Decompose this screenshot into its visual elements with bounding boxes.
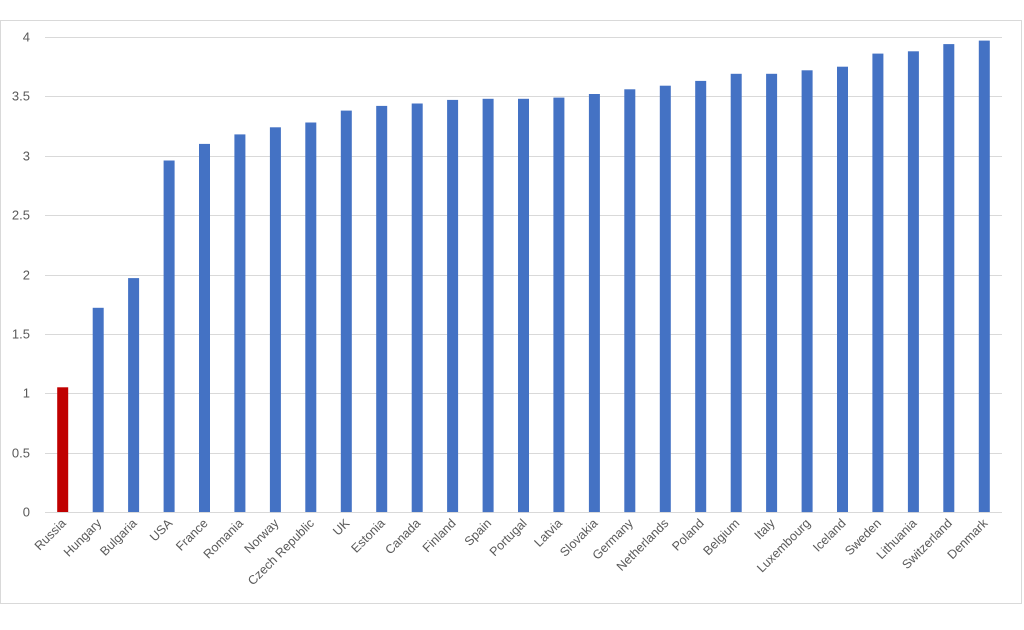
y-tick-label: 3: [23, 149, 30, 164]
bar-norway: [269, 127, 281, 513]
bar-usa: [163, 160, 175, 512]
bar-switzerland: [943, 44, 955, 512]
y-tick-label: 2: [23, 268, 30, 283]
bar-poland: [695, 80, 707, 513]
category-label-spain: Spain: [462, 516, 495, 549]
category-label-portugal: Portugal: [487, 516, 530, 559]
bar-slovakia: [588, 94, 600, 512]
category-label-denmark: Denmark: [945, 516, 991, 562]
bar-hungary: [92, 307, 104, 513]
y-tick-label: 4: [23, 30, 30, 45]
bar-romania: [234, 134, 246, 512]
bar-luxembourg: [801, 70, 813, 513]
y-tick-label: 2.5: [12, 208, 30, 223]
category-label-italy: Italy: [752, 516, 779, 543]
y-tick-label: 1.5: [12, 327, 30, 342]
bar-italy: [766, 73, 778, 513]
bar-estonia: [376, 105, 388, 513]
bar-spain: [482, 98, 494, 513]
y-tick-label: 1: [23, 386, 30, 401]
category-label-uk: UK: [330, 516, 353, 539]
bar-lithuania: [907, 51, 919, 513]
y-tick-label: 0: [23, 505, 30, 520]
category-label-estonia: Estonia: [348, 516, 387, 555]
category-label-latvia: Latvia: [532, 516, 566, 550]
y-tick-label: 3.5: [12, 89, 30, 104]
bar-uk: [340, 110, 352, 512]
bars: [57, 40, 990, 513]
category-label-hungary: Hungary: [61, 516, 105, 560]
bar-canada: [411, 103, 423, 512]
bar-czech-republic: [305, 122, 317, 512]
bar-russia: [57, 387, 69, 512]
category-label-belgium: Belgium: [700, 516, 742, 558]
y-tick-label: 0.5: [12, 446, 30, 461]
bar-denmark: [978, 40, 990, 512]
category-label-bulgaria: Bulgaria: [97, 516, 139, 558]
category-label-czech-republic: Czech Republic: [245, 516, 317, 588]
bar-latvia: [553, 97, 565, 512]
category-label-canada: Canada: [382, 516, 423, 557]
y-axis-tick-labels: 0 0.5 1 1.5 2 2.5 3 3.5 4: [12, 30, 30, 520]
bar-iceland: [837, 66, 848, 512]
bar-france: [199, 143, 210, 512]
bar-portugal: [518, 98, 529, 513]
category-label-usa: USA: [147, 516, 176, 545]
bar-germany: [624, 89, 636, 513]
bar-sweden: [872, 53, 884, 512]
bar-netherlands: [659, 85, 671, 512]
category-label-finland: Finland: [420, 516, 459, 555]
bar-finland: [447, 99, 459, 513]
bar-bulgaria: [128, 278, 140, 512]
bar-belgium: [730, 73, 742, 513]
category-label-romania: Romania: [201, 516, 246, 561]
